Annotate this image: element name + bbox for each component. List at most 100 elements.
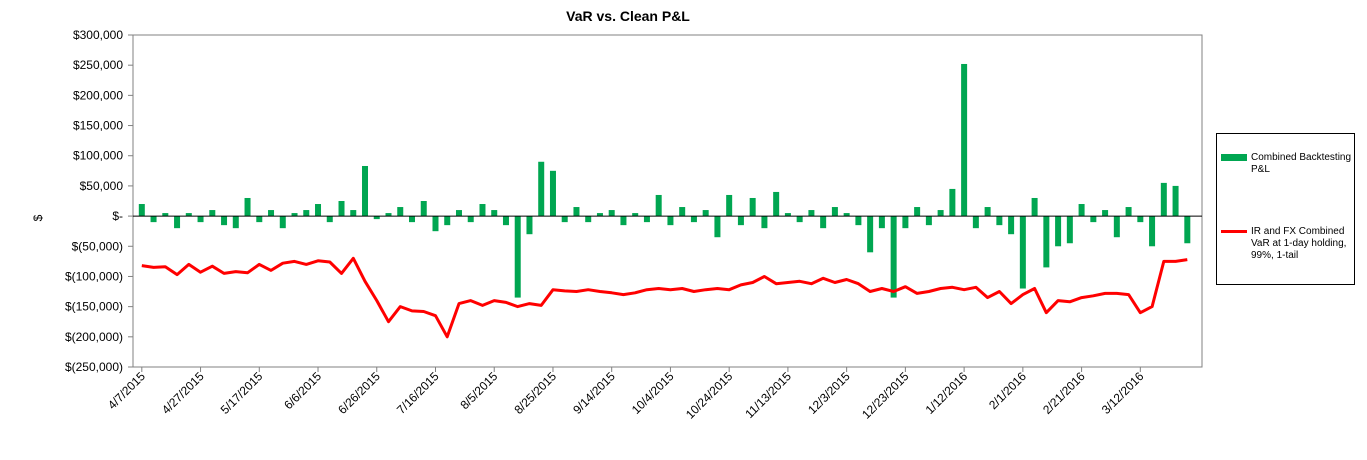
x-tick-label: 6/26/2015 xyxy=(335,369,383,417)
bar xyxy=(326,216,333,223)
y-tick-label: $- xyxy=(112,209,123,223)
bar xyxy=(808,210,815,217)
bar xyxy=(526,216,533,235)
bar xyxy=(820,216,827,229)
bar xyxy=(315,204,322,217)
bar xyxy=(714,216,721,238)
y-tick-label: $(100,000) xyxy=(65,269,123,283)
bar xyxy=(1055,216,1062,247)
bar xyxy=(397,207,404,217)
bar xyxy=(1113,216,1120,238)
y-tick-label: $(150,000) xyxy=(65,300,123,314)
y-tick-label: $150,000 xyxy=(73,119,123,133)
bar xyxy=(608,210,615,217)
bar xyxy=(914,207,921,217)
bar xyxy=(726,194,733,217)
bar xyxy=(444,216,451,226)
plot-area xyxy=(132,34,1203,368)
x-tick-label: 2/1/2016 xyxy=(986,369,1029,412)
x-tick-label: 10/24/2015 xyxy=(683,369,736,422)
bar xyxy=(174,216,181,229)
bar xyxy=(679,207,686,217)
bar xyxy=(514,216,521,298)
x-tick-label: 8/5/2015 xyxy=(457,369,500,412)
bar xyxy=(221,216,228,226)
bar xyxy=(408,216,415,223)
bar xyxy=(961,63,968,217)
bar xyxy=(256,216,263,223)
x-tick-label: 3/12/2016 xyxy=(1099,369,1147,417)
bar xyxy=(749,197,756,217)
y-tick-label: $(250,000) xyxy=(65,360,123,374)
y-tick-label: $300,000 xyxy=(73,28,123,42)
y-tick-label: $50,000 xyxy=(80,179,124,193)
x-tick-label: 12/23/2015 xyxy=(859,369,912,422)
bar xyxy=(479,204,486,217)
bar xyxy=(279,216,286,229)
bar xyxy=(585,216,592,223)
bar xyxy=(209,210,216,217)
y-tick-label: $250,000 xyxy=(73,58,123,72)
bar xyxy=(1184,216,1191,244)
legend-label: Combined Backtesting P&L xyxy=(1251,152,1352,175)
bar xyxy=(538,161,545,217)
bar xyxy=(491,210,498,217)
legend-swatch xyxy=(1221,154,1247,161)
bar xyxy=(549,170,556,217)
bar xyxy=(867,216,874,253)
bar xyxy=(244,197,251,217)
y-tick-label: $200,000 xyxy=(73,88,123,102)
y-tick-label: $(200,000) xyxy=(65,330,123,344)
bar xyxy=(667,216,674,226)
bar xyxy=(890,216,897,298)
bar xyxy=(420,201,427,217)
bar xyxy=(632,213,639,217)
x-tick-label: 4/7/2015 xyxy=(105,369,148,412)
y-tick-label: $(50,000) xyxy=(72,239,123,253)
y-tick-label: $100,000 xyxy=(73,149,123,163)
bar xyxy=(773,191,780,217)
bar xyxy=(643,216,650,223)
x-tick-label: 8/25/2015 xyxy=(511,369,559,417)
bar xyxy=(1090,216,1097,223)
bar xyxy=(972,216,979,229)
bar xyxy=(1078,204,1085,217)
bar xyxy=(831,207,838,217)
legend-label: IR and FX Combined VaR at 1-day holding,… xyxy=(1251,226,1347,261)
line xyxy=(141,256,1188,339)
bar xyxy=(291,213,298,217)
bar xyxy=(737,216,744,226)
bar xyxy=(561,216,568,223)
bar xyxy=(1031,197,1038,217)
bar xyxy=(1043,216,1050,268)
bar xyxy=(1125,207,1132,217)
bar xyxy=(150,216,157,223)
bar xyxy=(268,210,275,217)
bar xyxy=(902,216,909,229)
bar xyxy=(162,213,169,217)
bar xyxy=(467,216,474,223)
y-axis-label: $ xyxy=(31,214,45,221)
bar xyxy=(138,204,145,217)
x-tick-label: 4/27/2015 xyxy=(159,369,207,417)
x-tick-label: 6/6/2015 xyxy=(281,369,324,412)
bar xyxy=(303,210,310,217)
bar xyxy=(455,210,462,217)
bar xyxy=(1149,216,1156,247)
bar xyxy=(573,207,580,217)
bar xyxy=(996,216,1003,226)
bar xyxy=(620,216,627,226)
bar xyxy=(702,210,709,217)
bar xyxy=(878,216,885,229)
bar xyxy=(432,216,439,232)
bar xyxy=(338,201,345,217)
x-tick-label: 9/14/2015 xyxy=(570,369,618,417)
x-tick-label: 7/16/2015 xyxy=(394,369,442,417)
bar xyxy=(185,213,192,217)
bar xyxy=(784,213,791,217)
bar xyxy=(1137,216,1144,223)
bar xyxy=(925,216,932,226)
bar xyxy=(1019,216,1026,289)
